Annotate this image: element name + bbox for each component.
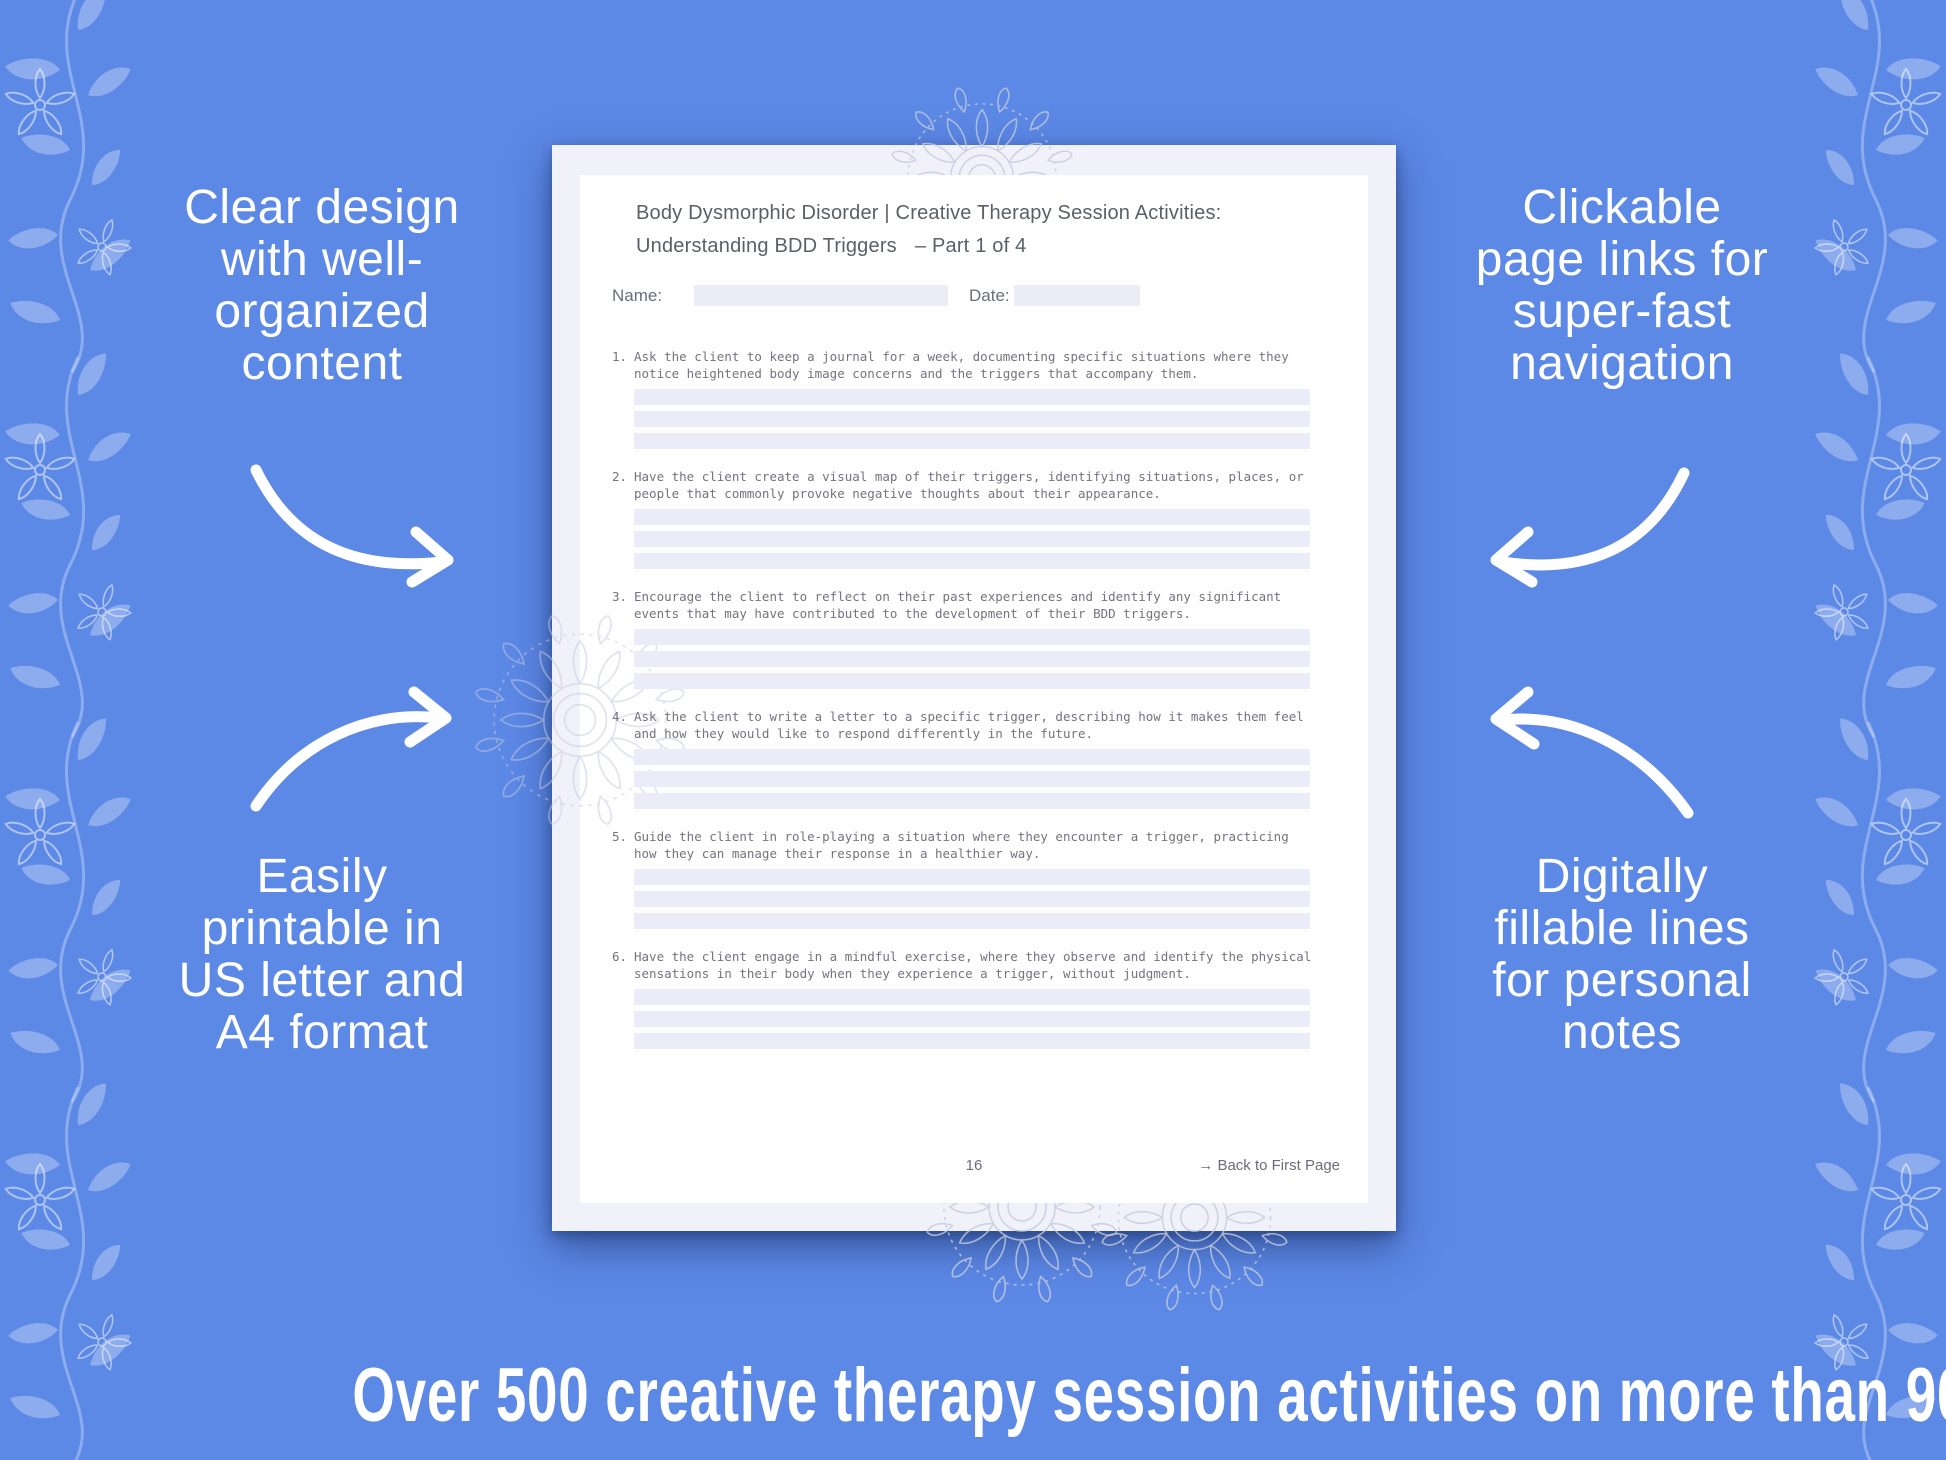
note-line: for personal — [1492, 954, 1752, 1007]
note-line: super-fast — [1512, 285, 1732, 338]
activity-item-4: 4. Ask the client to write a letter to a… — [612, 708, 1318, 809]
item-text: notice heightened body image concerns an… — [634, 366, 1199, 381]
note-printable: Easily printable in US letter and A4 for… — [42, 851, 602, 1059]
page-body — [580, 175, 1368, 1203]
note-line: navigation — [1510, 337, 1734, 390]
worksheet-subtitle: Understanding BDD Triggers – Part 1 of 4 — [636, 235, 1026, 258]
date-input[interactable] — [1014, 285, 1140, 306]
fillable-line[interactable] — [634, 749, 1310, 765]
note-line: Clickable — [1522, 181, 1722, 234]
note-line: content — [241, 337, 403, 390]
note-line: Digitally — [1535, 850, 1709, 903]
note-line: with well- — [220, 233, 424, 286]
activity-item-1: 1. Ask the client to keep a journal for … — [612, 348, 1318, 449]
fillable-line[interactable] — [634, 771, 1310, 787]
arrow-bottom-left-icon — [250, 686, 452, 812]
item-text: and how they would like to respond diffe… — [634, 726, 1094, 741]
item-text: people that commonly provoke negative th… — [634, 486, 1161, 501]
banner-text: Over 500 creative therapy session activi… — [352, 1353, 1946, 1438]
back-to-first-page-link[interactable]: → Back to First Page — [1198, 1157, 1340, 1174]
activity-item-3: 3. Encourage the client to reflect on th… — [612, 588, 1318, 689]
fillable-line[interactable] — [634, 389, 1310, 405]
fillable-line[interactable] — [634, 989, 1310, 1005]
part-label: – Part 1 of 4 — [914, 235, 1027, 257]
note-clickable-links: Clickable page links for super-fast navi… — [1342, 182, 1902, 390]
arrow-bottom-right-icon — [1490, 686, 1694, 819]
fillable-line[interactable] — [634, 1033, 1310, 1049]
fillable-line[interactable] — [634, 509, 1310, 525]
fillable-line[interactable] — [634, 673, 1310, 689]
note-line: organized — [214, 285, 430, 338]
subtitle-text: Understanding BDD Triggers — [636, 235, 897, 257]
fillable-line[interactable] — [634, 913, 1310, 929]
banner: Over 500 creative therapy session activi… — [0, 1352, 1946, 1439]
item-text: Have the client engage in a mindful exer… — [634, 949, 1312, 964]
note-line: fillable lines — [1494, 902, 1750, 955]
fillable-line[interactable] — [634, 869, 1310, 885]
fillable-line[interactable] — [634, 651, 1310, 667]
arrow-top-left-icon — [250, 464, 454, 588]
fillable-line[interactable] — [634, 793, 1310, 809]
item-number: 3. — [612, 589, 628, 604]
item-number: 5. — [612, 829, 628, 844]
activity-item-2: 2. Have the client create a visual map o… — [612, 468, 1318, 569]
fillable-line[interactable] — [634, 531, 1310, 547]
note-fillable-lines: Digitally fillable lines for personal no… — [1342, 851, 1902, 1059]
activity-item-5: 5. Guide the client in role-playing a si… — [612, 828, 1318, 929]
note-line: page links for — [1475, 233, 1769, 286]
fillable-line[interactable] — [634, 629, 1310, 645]
note-clear-design: Clear design with well- organized conten… — [42, 182, 602, 390]
item-text: events that may have contributed to the … — [634, 606, 1191, 621]
note-line: Clear design — [184, 181, 460, 234]
fillable-line[interactable] — [634, 1011, 1310, 1027]
item-number: 4. — [612, 709, 628, 724]
fillable-line[interactable] — [634, 891, 1310, 907]
item-number: 6. — [612, 949, 628, 964]
item-text: Have the client create a visual map of t… — [634, 469, 1304, 484]
fillable-line[interactable] — [634, 553, 1310, 569]
item-number: 2. — [612, 469, 628, 484]
name-input[interactable] — [694, 285, 948, 306]
item-text: Ask the client to write a letter to a sp… — [634, 709, 1304, 724]
item-number: 1. — [612, 349, 628, 364]
name-label: Name: — [612, 286, 663, 305]
item-text: Guide the client in role-playing a situa… — [634, 829, 1289, 844]
item-text: Encourage the client to reflect on their… — [634, 589, 1282, 604]
item-text: how they can manage their response in a … — [634, 846, 1041, 861]
worksheet-page: Body Dysmorphic Disorder | Creative Ther… — [552, 86, 1396, 1231]
item-text: sensations in their body when they exper… — [634, 966, 1191, 981]
fillable-line[interactable] — [634, 433, 1310, 449]
date-label: Date: — [969, 286, 1010, 305]
note-line: printable in — [201, 902, 443, 955]
item-text: Ask the client to keep a journal for a w… — [634, 349, 1289, 364]
note-line: notes — [1562, 1006, 1682, 1059]
worksheet-title: Body Dysmorphic Disorder | Creative Ther… — [636, 202, 1222, 224]
note-line: A4 format — [215, 1006, 429, 1059]
note-line: Easily — [256, 850, 388, 903]
fillable-line[interactable] — [634, 411, 1310, 427]
arrow-top-right-icon — [1490, 467, 1690, 588]
activity-item-6: 6. Have the client engage in a mindful e… — [612, 948, 1318, 1049]
note-line: US letter and — [178, 954, 466, 1007]
